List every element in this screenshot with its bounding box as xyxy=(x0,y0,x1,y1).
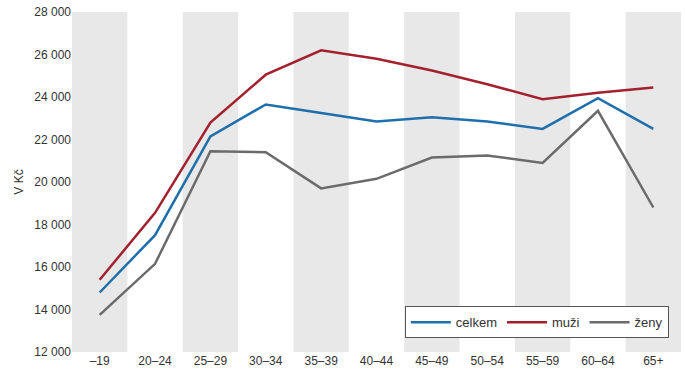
svg-text:V Kč: V Kč xyxy=(12,169,26,194)
svg-text:celkem: celkem xyxy=(456,315,497,330)
svg-text:muži: muži xyxy=(552,315,580,330)
svg-text:20–24: 20–24 xyxy=(138,354,172,368)
svg-text:–19: –19 xyxy=(90,354,110,368)
svg-text:40–44: 40–44 xyxy=(360,354,394,368)
svg-text:16 000: 16 000 xyxy=(34,260,71,274)
svg-text:45–49: 45–49 xyxy=(415,354,449,368)
svg-text:18 000: 18 000 xyxy=(34,218,71,232)
svg-text:22 000: 22 000 xyxy=(34,133,71,147)
svg-text:26 000: 26 000 xyxy=(34,48,71,62)
svg-text:24 000: 24 000 xyxy=(34,90,71,104)
svg-text:ženy: ženy xyxy=(635,315,663,330)
svg-text:25–29: 25–29 xyxy=(194,354,228,368)
svg-text:30–34: 30–34 xyxy=(249,354,283,368)
svg-text:14 000: 14 000 xyxy=(34,303,71,317)
svg-text:35–39: 35–39 xyxy=(304,354,338,368)
svg-text:60–64: 60–64 xyxy=(581,354,615,368)
svg-text:28 000: 28 000 xyxy=(34,5,71,19)
svg-text:20 000: 20 000 xyxy=(34,175,71,189)
svg-text:12 000: 12 000 xyxy=(34,345,71,359)
svg-text:65+: 65+ xyxy=(643,354,663,368)
svg-text:55–59: 55–59 xyxy=(526,354,560,368)
svg-text:50–54: 50–54 xyxy=(471,354,505,368)
